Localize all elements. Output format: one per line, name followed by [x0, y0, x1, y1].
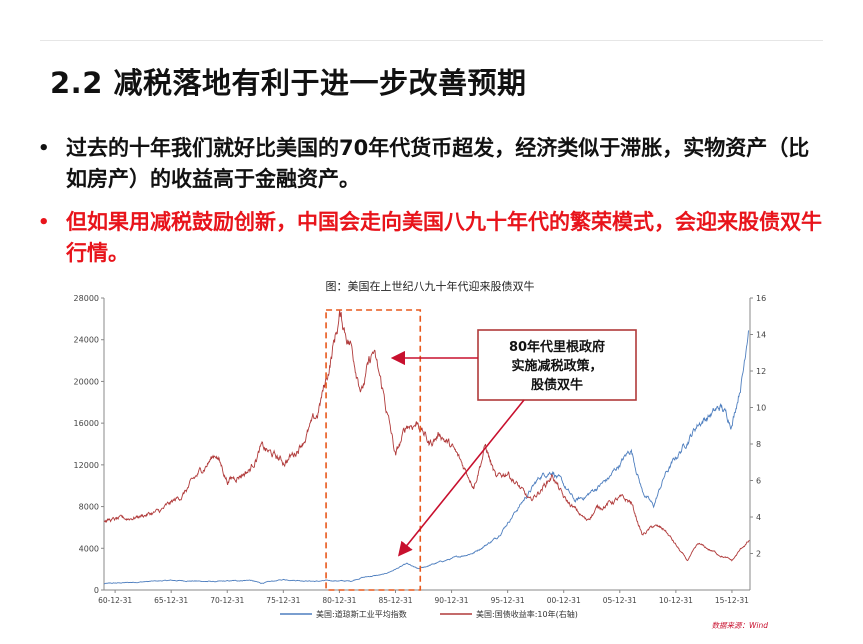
left-tick-label: 4000 [79, 544, 99, 553]
annotation-line-2: 实施减税政策， [511, 358, 602, 374]
left-tick-label: 0 [94, 586, 99, 595]
x-tick-label: 10-12-31 [659, 596, 693, 605]
bullet-dot: • [38, 212, 50, 233]
right-tick-label: 16 [756, 294, 766, 303]
x-tick-label: 90-12-31 [435, 596, 469, 605]
x-tick-label: 85-12-31 [378, 596, 412, 605]
bullet-item-2: • 但如果用减税鼓励创新，中国会走向美国八九十年代的繁荣模式，会迎来股债双牛行情… [38, 207, 828, 269]
highlight-box [325, 309, 422, 591]
right-tick-label: 2 [756, 550, 761, 559]
x-tick-label: 95-12-31 [491, 596, 525, 605]
arrow-to-dow-rise [397, 399, 525, 557]
x-tick-label: 60-12-31 [98, 596, 132, 605]
x-tick-label: 70-12-31 [210, 596, 244, 605]
x-tick-label: 75-12-31 [266, 596, 300, 605]
left-tick-label: 16000 [74, 419, 99, 428]
right-tick-label: 10 [756, 404, 766, 413]
left-tick-label: 24000 [74, 336, 99, 345]
bullet-item-1: • 过去的十年我们就好比美国的70年代货币超发，经济类似于滞胀，实物资产（比如房… [38, 133, 828, 195]
data-source: 数据来源：Wind [711, 621, 768, 630]
legend-dow: 美国:道琼斯工业平均指数 [316, 609, 407, 619]
annotation-line-3: 股债双牛 [531, 377, 583, 393]
bullet-text-2: 但如果用减税鼓励创新，中国会走向美国八九十年代的繁荣模式，会迎来股债双牛行情。 [66, 210, 822, 265]
bullet-text-1: 过去的十年我们就好比美国的70年代货币超发，经济类似于滞胀，实物资产（比如房产）… [66, 136, 810, 191]
left-tick-label: 20000 [74, 377, 99, 386]
left-tick-label: 28000 [74, 294, 99, 303]
x-tick-label: 15-12-31 [715, 596, 749, 605]
annotation-box: 80年代里根政府 实施减税政策， 股债双牛 [477, 329, 637, 401]
right-tick-label: 8 [756, 440, 761, 449]
x-tick-label: 80-12-31 [322, 596, 356, 605]
slide-title: 2.2 减税落地有利于进一步改善预期 [50, 66, 527, 100]
series-line-dow [103, 330, 749, 585]
chart-container: 图：美国在上世纪八九十年代迎来股债双牛 0 4000 8000 12000 16000 2… [60, 278, 800, 640]
left-tick-label: 12000 [74, 461, 99, 470]
right-tick-label: 6 [756, 477, 761, 486]
right-tick-label: 14 [756, 331, 766, 340]
x-tick-label: 05-12-31 [603, 596, 637, 605]
dow-yield-chart: 图：美国在上世纪八九十年代迎来股债双牛 0 4000 8000 12000 16000 2… [60, 278, 800, 640]
right-tick-label: 12 [756, 367, 766, 376]
legend-yield: 美国:国债收益率:10年(右轴) [476, 609, 578, 619]
legend: 美国:道琼斯工业平均指数 美国:国债收益率:10年(右轴) [280, 609, 578, 619]
chart-title: 图：美国在上世纪八九十年代迎来股债双牛 [326, 279, 535, 293]
left-tick-label: 8000 [79, 503, 99, 512]
top-rule [40, 40, 823, 41]
bullet-dot: • [38, 138, 50, 159]
bullet-list: • 过去的十年我们就好比美国的70年代货币超发，经济类似于滞胀，实物资产（比如房… [38, 133, 828, 281]
right-tick-label: 4 [756, 513, 761, 522]
x-tick-label: 65-12-31 [154, 596, 188, 605]
series-line-yield [103, 309, 750, 562]
annotation-line-1: 80年代里根政府 [509, 339, 605, 355]
x-tick-label: 00-12-31 [547, 596, 581, 605]
